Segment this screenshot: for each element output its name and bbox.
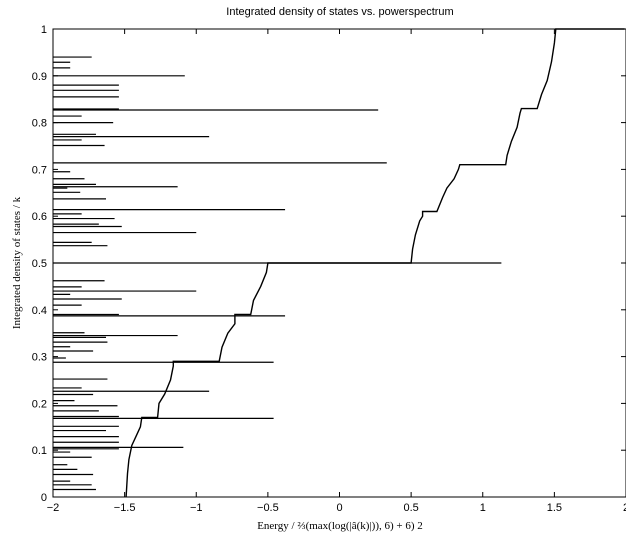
x-tick-label: 0.5 [403,502,418,514]
y-tick-label: 0.2 [32,398,47,410]
chart-title: Integrated density of states vs. powersp… [226,6,453,18]
y-tick-label: 0.7 [32,164,47,176]
y-tick-label: 0 [41,492,47,504]
x-tick-label: 1 [480,502,486,514]
y-axis: 0 0.1 0.2 0.3 0.4 0.5 0.6 0.7 0.8 0.9 1 [32,24,626,504]
x-axis: −2 −1.5 −1 −0.5 0 0.5 1 1.5 2 [47,29,626,514]
y-tick-label: 0.8 [32,118,47,130]
y-tick-label: 0.9 [32,71,47,83]
x-tick-label: −1.5 [114,502,136,514]
x-tick-label: 1.5 [547,502,562,514]
x-tick-label: −1 [190,502,203,514]
x-tick-label: −0.5 [257,502,279,514]
y-tick-label: 1 [41,24,47,36]
y-tick-label: 0.6 [32,211,47,223]
y-tick-label: 0.1 [32,445,47,457]
x-axis-label: Energy / ⅔(max(log(|â(k)|)), 6) + 6) 2 [257,520,423,532]
y-tick-label: 0.4 [32,305,47,317]
y-tick-label: 0.5 [32,258,47,270]
ids-staircase-line [125,28,625,498]
x-tick-label: 2 [623,502,626,514]
x-tick-label: −2 [47,502,60,514]
y-axis-label: Integrated density of states / k [11,196,23,329]
y-tick-label: 0.3 [32,352,47,364]
x-tick-label: 0 [336,502,342,514]
spectrum-lines [53,56,502,491]
